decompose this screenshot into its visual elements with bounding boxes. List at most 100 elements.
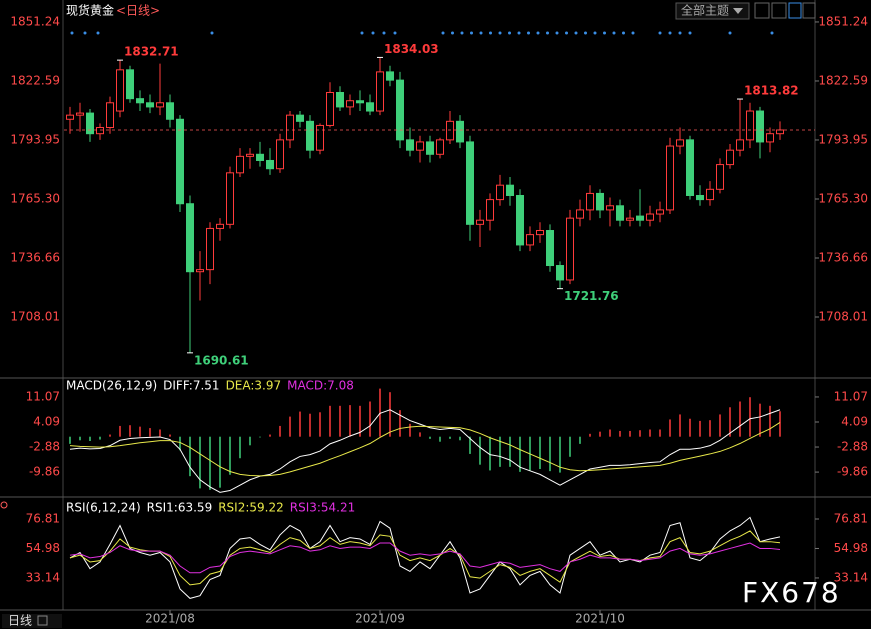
legend-entry: RSI1:63.59 xyxy=(147,501,213,515)
y-tick-label: 1708.01 xyxy=(10,310,60,324)
indicator-icon[interactable] xyxy=(0,501,8,509)
indicator-title: RSI(6,12,24) xyxy=(66,501,141,515)
candle-body xyxy=(606,205,614,211)
candle-body xyxy=(326,91,334,126)
candle-body xyxy=(226,172,234,225)
indicator-line xyxy=(69,516,781,599)
indicator-line xyxy=(69,422,781,477)
indicator-line xyxy=(69,409,781,493)
candle-body xyxy=(176,118,184,205)
event-dot xyxy=(498,31,502,35)
candle-body xyxy=(166,102,174,120)
event-dot xyxy=(728,31,732,35)
candle-body xyxy=(136,98,144,104)
event-dot xyxy=(441,31,445,35)
event-dot xyxy=(622,31,625,35)
candle-body xyxy=(106,102,114,129)
candle-body xyxy=(526,234,534,246)
y-tick-label: 4.09 xyxy=(33,415,60,429)
candle-body xyxy=(616,205,624,221)
y-tick-label: 1765.30 xyxy=(10,191,60,205)
indicator-title: MACD(26,12,9) xyxy=(66,379,157,393)
x-tick-label: 2021/08 xyxy=(145,612,195,626)
candle-body xyxy=(86,112,94,135)
y-tick-label: -9.86 xyxy=(837,465,868,479)
candle-body xyxy=(186,203,194,273)
event-dot xyxy=(470,31,473,35)
watermark: FX678 xyxy=(742,576,841,609)
event-dot xyxy=(517,31,521,35)
candle-body xyxy=(726,149,734,166)
candle-body xyxy=(426,141,434,155)
candle-body xyxy=(696,194,704,201)
y-tick-label: 33.14 xyxy=(26,570,60,584)
y-tick-label: 54.98 xyxy=(26,541,60,555)
legend-entry: RSI3:54.21 xyxy=(290,501,356,515)
candle-body xyxy=(556,265,564,281)
y-tick-label: 1822.59 xyxy=(10,73,60,87)
candle-body xyxy=(636,215,644,221)
candle-body xyxy=(476,219,484,225)
event-dot xyxy=(96,31,100,35)
event-dot xyxy=(584,31,587,35)
event-dot xyxy=(688,31,692,35)
candle-body xyxy=(66,114,74,120)
tool-icon[interactable] xyxy=(802,2,816,19)
candle-body xyxy=(586,192,594,211)
x-tick-label: 2021/09 xyxy=(355,612,405,626)
candle-body xyxy=(386,71,394,81)
theme-button[interactable] xyxy=(675,2,750,20)
event-dot xyxy=(382,31,386,35)
candle-body xyxy=(506,184,514,196)
tool-icon[interactable] xyxy=(754,2,770,19)
candle-body xyxy=(656,209,664,215)
legend-entry: MACD:7.08 xyxy=(287,379,354,393)
candle-body xyxy=(546,230,554,267)
y-tick-label: 11.07 xyxy=(834,389,868,403)
event-dot xyxy=(527,31,530,35)
candle-body xyxy=(766,133,774,143)
y-tick-label: -2.88 xyxy=(837,440,868,454)
y-tick-label: 1736.66 xyxy=(818,250,868,264)
dropdown-arrow xyxy=(733,8,743,14)
event-dot xyxy=(536,31,540,35)
candle-body xyxy=(776,129,784,135)
tool-icon[interactable] xyxy=(788,2,802,19)
candle-body xyxy=(736,139,744,151)
y-tick-label: 1851.24 xyxy=(818,14,868,28)
price-annotation: 1721.76 xyxy=(564,289,619,303)
legend-entry: DIFF:7.51 xyxy=(163,379,219,393)
candle-body xyxy=(536,230,544,236)
candle-body xyxy=(156,102,164,108)
candle-body xyxy=(286,114,294,141)
y-tick-label: -9.86 xyxy=(29,465,60,479)
y-tick-label: 1793.95 xyxy=(10,132,60,146)
candle-body xyxy=(276,139,284,170)
price-annotation: 1834.03 xyxy=(384,42,439,56)
legend-entry: RSI2:59.22 xyxy=(218,501,284,515)
candle-body xyxy=(376,71,384,112)
candle-body xyxy=(446,120,454,141)
candle-body xyxy=(676,139,684,147)
candle-body xyxy=(146,102,154,108)
y-tick-label: 76.81 xyxy=(26,511,60,525)
candle-body xyxy=(706,188,714,201)
event-dot xyxy=(555,31,559,35)
event-dot xyxy=(371,31,375,35)
candle-body xyxy=(406,139,414,151)
instrument-title: 现货黄金 xyxy=(66,3,114,18)
y-tick-label: -2.88 xyxy=(29,440,60,454)
legend-entry: DEA:3.97 xyxy=(226,379,282,393)
candle-body xyxy=(246,153,254,157)
y-tick-label: 76.81 xyxy=(834,511,868,525)
tool-icon[interactable] xyxy=(771,2,787,19)
y-tick-label: 1822.59 xyxy=(818,73,868,87)
candle-body xyxy=(306,120,314,151)
price-annotation: 1690.61 xyxy=(194,353,249,367)
y-tick-label: 1765.30 xyxy=(818,191,868,205)
y-tick-label: 33.14 xyxy=(834,570,868,584)
period-label[interactable]: <日线> xyxy=(116,4,160,18)
candle-body xyxy=(436,139,444,155)
